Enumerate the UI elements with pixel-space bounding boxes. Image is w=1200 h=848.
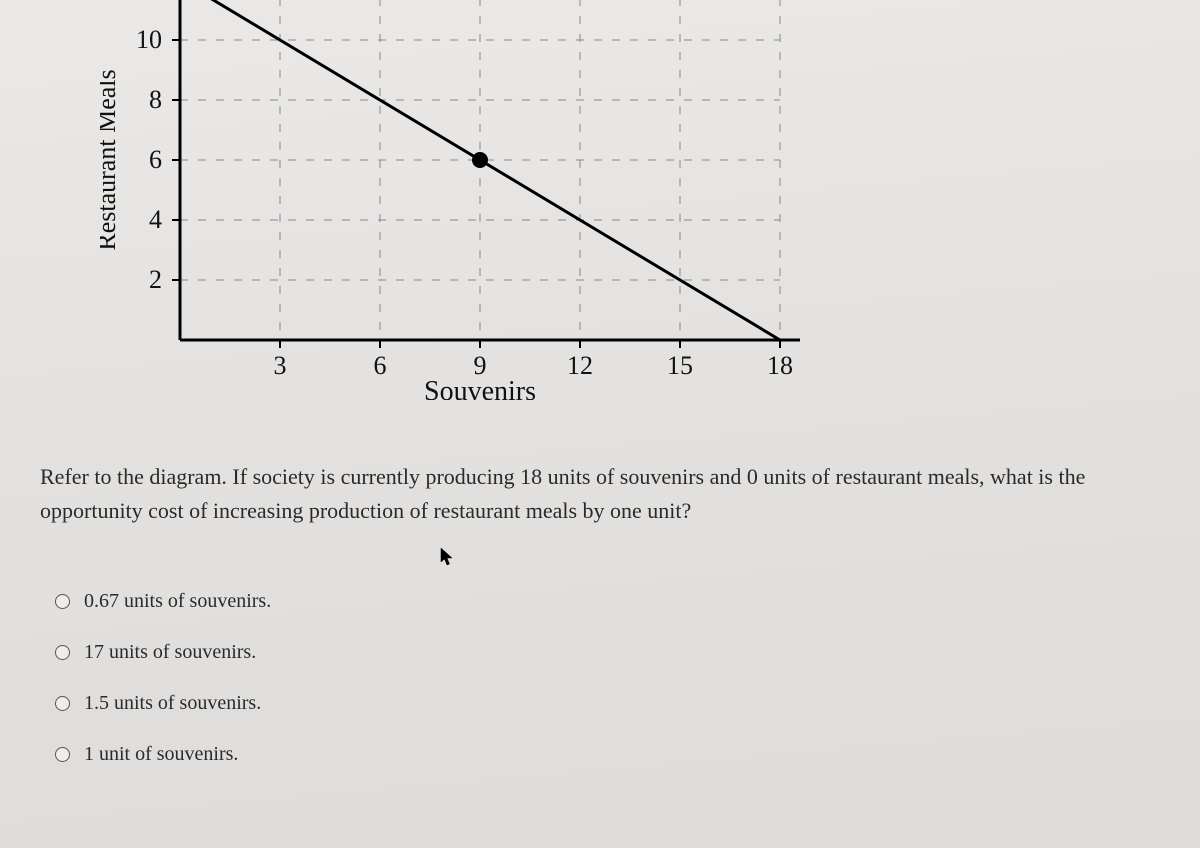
svg-text:4: 4	[149, 205, 162, 234]
chart-svg: 3 6 9 12 15 18 2 4 6 8 10 12 Souvenirs R…	[100, 0, 820, 400]
answer-options: 0.67 units of souvenirs. 17 units of sou…	[55, 590, 271, 794]
option-d[interactable]: 1 unit of souvenirs.	[55, 743, 271, 766]
page-surface: 3 6 9 12 15 18 2 4 6 8 10 12 Souvenirs R…	[0, 0, 1200, 848]
option-label: 1.5 units of souvenirs.	[84, 692, 261, 715]
svg-text:18: 18	[767, 351, 793, 380]
svg-text:8: 8	[149, 85, 162, 114]
cursor-icon	[440, 547, 454, 567]
svg-text:6: 6	[149, 145, 162, 174]
svg-text:15: 15	[667, 351, 693, 380]
question-text: Refer to the diagram. If society is curr…	[40, 460, 1170, 528]
option-label: 1 unit of souvenirs.	[84, 743, 238, 766]
y-axis-label: Restaurant Meals	[100, 69, 121, 250]
marker-point	[472, 152, 488, 168]
y-tick-labels: 2 4 6 8 10 12	[136, 0, 162, 294]
option-b[interactable]: 17 units of souvenirs.	[55, 641, 271, 664]
ppf-chart: 3 6 9 12 15 18 2 4 6 8 10 12 Souvenirs R…	[100, 0, 820, 400]
x-axis-label: Souvenirs	[424, 376, 536, 400]
grid-vertical	[280, 0, 780, 340]
radio-icon	[55, 747, 70, 762]
option-label: 0.67 units of souvenirs.	[84, 590, 271, 613]
radio-icon	[55, 594, 70, 609]
option-a[interactable]: 0.67 units of souvenirs.	[55, 590, 271, 613]
svg-text:6: 6	[374, 351, 387, 380]
svg-text:12: 12	[567, 351, 593, 380]
svg-text:2: 2	[149, 265, 162, 294]
svg-text:3: 3	[274, 351, 287, 380]
radio-icon	[55, 645, 70, 660]
svg-text:10: 10	[136, 25, 162, 54]
option-c[interactable]: 1.5 units of souvenirs.	[55, 692, 271, 715]
option-label: 17 units of souvenirs.	[84, 641, 256, 664]
radio-icon	[55, 696, 70, 711]
